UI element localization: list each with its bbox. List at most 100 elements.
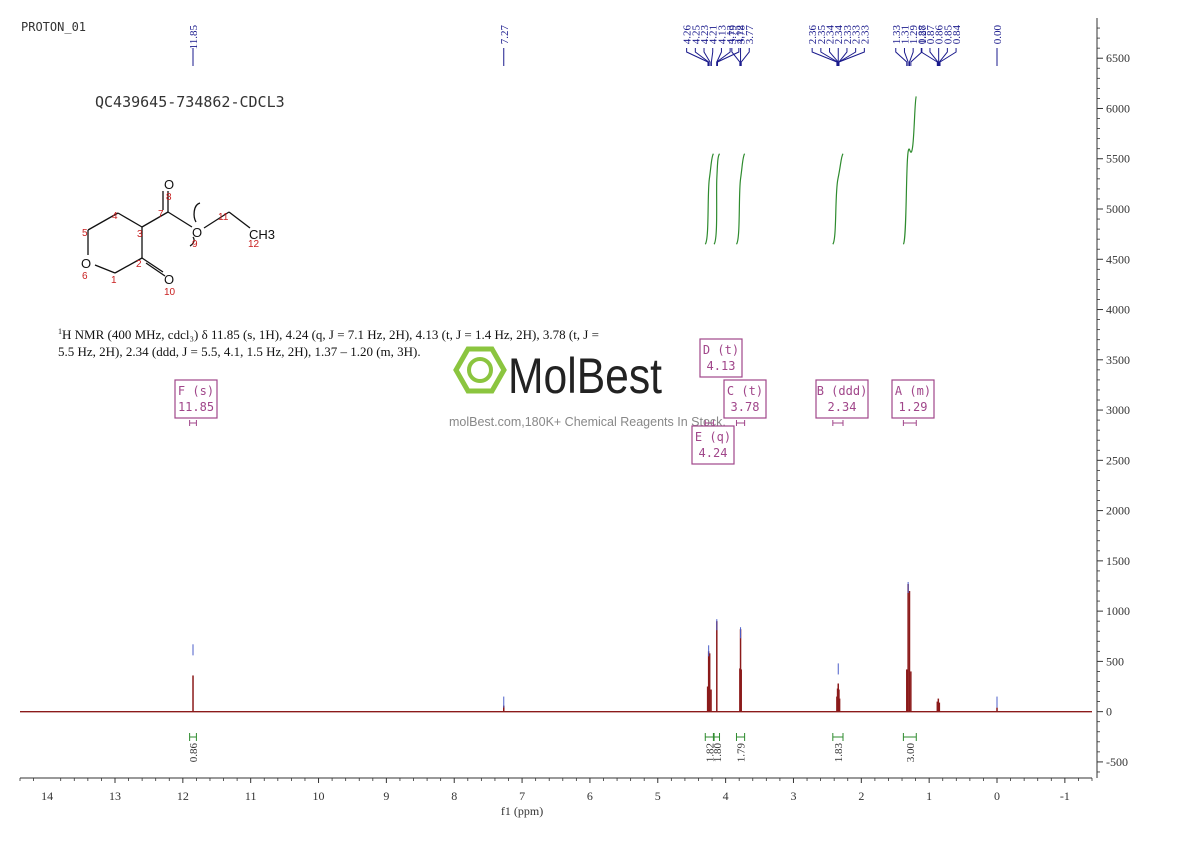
peak-label: 1.27	[917, 25, 929, 45]
integral-curve	[735, 153, 746, 245]
peak-leader	[895, 48, 908, 66]
molecule-bonds	[87, 191, 251, 277]
molecule-structure: O 8 7 4 3 5 O 9 11 CH3 12 2 O 6 1 O 10	[81, 177, 275, 298]
peak-label: 2.34	[825, 25, 837, 45]
atom-num-7: 7	[158, 209, 164, 220]
peak-label: 4.13	[725, 25, 737, 45]
peak-label: 4.21	[708, 25, 720, 44]
peak-leader	[731, 48, 741, 66]
multiplet-shift: 11.85	[178, 400, 214, 414]
atom-num-2: 2	[136, 259, 142, 270]
y-tick-label: 0	[1106, 705, 1112, 719]
multiplet-labels: F (s)11.85D (t)4.13C (t)3.78E (q)4.24B (…	[174, 338, 935, 465]
peak-leader	[908, 48, 914, 66]
peak-label: 2.34	[833, 25, 845, 45]
peak-leader	[686, 48, 709, 66]
y-tick-label: 2000	[1106, 504, 1130, 518]
multiplet-frame	[723, 379, 767, 419]
peak-leader	[929, 48, 939, 66]
atom-num-3: 3	[137, 229, 143, 240]
peak-label: 0.86	[934, 25, 946, 45]
corner-label: PROTON_01	[21, 20, 86, 34]
multiplet-letter: C	[727, 384, 734, 398]
integral-value: 1.82	[704, 743, 716, 762]
multiplet-type: t	[725, 343, 732, 357]
multiplet-type-open: (	[734, 384, 748, 398]
multiplet-shift: 4.13	[707, 359, 736, 373]
x-tick-label: 11	[245, 789, 257, 803]
multiplet-shift: 4.24	[699, 446, 728, 460]
x-tick-label: 6	[587, 789, 593, 803]
multiplet-letter: B	[817, 384, 824, 398]
multiplet-shift: 1.29	[899, 400, 928, 414]
atom-num-10: 10	[164, 287, 176, 298]
atom-num-5: 5	[82, 228, 88, 239]
multiplet-frame	[891, 379, 935, 419]
multiplet-letter-type: D (t)	[703, 343, 739, 357]
peak-leader-lines	[192, 48, 998, 66]
x-tick-label: 14	[41, 789, 53, 803]
peak-leader	[938, 48, 948, 66]
peak-labels: 11.85 7.27 4.264.254.234.214.134.134.123.7…	[188, 25, 1004, 66]
multiplet-type-close: )	[732, 343, 739, 357]
atom-num-4: 4	[112, 211, 118, 222]
integral-curve	[704, 153, 714, 245]
atom-o10: O	[164, 272, 174, 287]
atom-ch3: CH3	[249, 227, 275, 242]
multiplet-letter-type: B (ddd)	[817, 384, 868, 398]
y-tick-label: 3000	[1106, 403, 1130, 417]
peak-leader	[716, 48, 731, 66]
peak-leader	[838, 48, 865, 66]
peak-label: 2.35	[816, 25, 828, 45]
multiplet-box-d: D (t) 4.13	[699, 338, 743, 378]
multiplet-type-open: (	[902, 384, 916, 398]
peak-leader	[710, 48, 714, 66]
multiplet-box-a: A (m) 1.29	[891, 379, 935, 419]
y-tick-label: 1000	[1106, 604, 1130, 618]
peak-leader	[838, 48, 848, 66]
multiplet-type-close: )	[207, 384, 214, 398]
watermark: MolBest molBest.com,180K+ Chemical Reage…	[449, 346, 726, 429]
x-axis-label: f1 (ppm)	[501, 804, 543, 818]
y-tick-label: 4000	[1106, 303, 1130, 317]
multiplet-frame	[691, 425, 735, 465]
peak-label: 4.12	[734, 25, 746, 44]
integral-range-bracket	[704, 733, 714, 741]
peak-label: 7.27	[499, 25, 511, 45]
multiplet-type: m	[917, 384, 924, 398]
multiplet-range-marker	[902, 420, 917, 426]
multiplet-type-close: )	[724, 430, 731, 444]
integral-value: 1.80	[712, 743, 724, 763]
multiplet-frame	[815, 379, 869, 419]
nmr-description-line-2: 5.5 Hz, 2H), 2.34 (ddd, J = 5.5, 4.1, 1.…	[58, 344, 421, 359]
peak-label: 3.77	[744, 25, 756, 45]
x-tick-label: 3	[790, 789, 796, 803]
multiplet-shift: 3.78	[731, 400, 760, 414]
integral-value: 3.00	[905, 743, 917, 763]
multiplet-letter-type: E (q)	[695, 430, 731, 444]
peak-leader	[910, 48, 923, 66]
x-tick-label: 5	[655, 789, 661, 803]
x-tick-label: 13	[109, 789, 121, 803]
multiplet-letter: A	[895, 384, 903, 398]
y-tick-label: 2500	[1106, 453, 1130, 467]
multiplet-box-b: B (ddd)2.34	[815, 379, 869, 419]
nmr-description-superscript: 1	[58, 327, 62, 336]
integral-range-bracket	[189, 733, 197, 741]
peak-label: 1.33	[891, 25, 903, 45]
nmr-description-line-1: 1H NMR (400 MHz, cdcl₃) δ 11.85 (s, 1H),…	[58, 327, 599, 342]
multiplet-type: s	[200, 384, 207, 398]
y-tick-label: 5500	[1106, 152, 1130, 166]
peak-label: 2.36	[807, 25, 819, 45]
multiplet-type: ddd	[838, 384, 860, 398]
peak-label: 4.23	[699, 25, 711, 45]
peak-label: 2.33	[851, 25, 863, 45]
peak-label: 0.00	[992, 25, 1004, 45]
watermark-tagline: molBest.com,180K+ Chemical Reagents In S…	[449, 415, 726, 429]
peak-label: 3.78	[736, 25, 748, 45]
peak-label: 1.29	[908, 25, 920, 45]
multiplet-type-open: (	[702, 430, 716, 444]
peak-label: 2.33	[842, 25, 854, 45]
watermark-brand: MolBest	[508, 348, 662, 404]
